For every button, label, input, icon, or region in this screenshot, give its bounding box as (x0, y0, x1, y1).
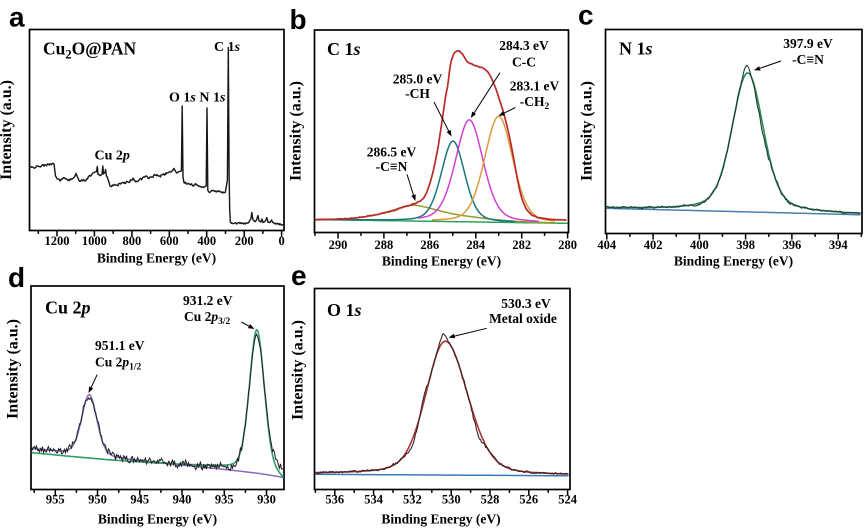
svg-text:286: 286 (420, 238, 439, 252)
svg-text:e: e (291, 260, 307, 291)
svg-text:402: 402 (644, 238, 663, 252)
svg-text:c: c (578, 0, 594, 31)
svg-text:394: 394 (829, 238, 849, 252)
svg-text:0: 0 (278, 234, 284, 248)
svg-text:Intensity (a.u.): Intensity (a.u.) (288, 81, 305, 181)
svg-text:935: 935 (215, 493, 234, 507)
svg-text:Binding Energy (eV): Binding Energy (eV) (98, 512, 217, 527)
svg-text:200: 200 (235, 234, 254, 248)
svg-text:286.5 eV: 286.5 eV (367, 145, 417, 160)
svg-text:Binding Energy (eV): Binding Energy (eV) (674, 254, 793, 269)
svg-text:1000: 1000 (82, 234, 107, 248)
svg-text:282: 282 (512, 238, 531, 252)
svg-text:O 1s N 1s: O 1s N 1s (169, 91, 226, 106)
svg-text:C-C: C-C (512, 55, 536, 70)
svg-text:955: 955 (46, 493, 65, 507)
svg-text:285.0 eV: 285.0 eV (393, 72, 443, 87)
svg-text:Binding Energy (eV): Binding Energy (eV) (381, 512, 500, 527)
svg-text:Intensity (a.u.): Intensity (a.u.) (579, 81, 596, 181)
svg-text:524: 524 (558, 493, 578, 507)
svg-text:398: 398 (736, 238, 755, 252)
svg-text:-CH2: -CH2 (520, 94, 550, 112)
svg-text:Metal oxide: Metal oxide (489, 311, 557, 326)
svg-text:N 1s: N 1s (619, 39, 653, 59)
svg-text:Cu 2p: Cu 2p (95, 149, 130, 164)
svg-text:Binding Energy (eV): Binding Energy (eV) (97, 251, 216, 266)
svg-text:-C≡N: -C≡N (376, 159, 408, 174)
svg-text:d: d (8, 262, 25, 293)
svg-text:290: 290 (329, 238, 348, 252)
svg-text:Cu2O@PAN: Cu2O@PAN (43, 39, 137, 62)
svg-text:283.1 eV: 283.1 eV (510, 79, 560, 94)
svg-text:-CH: -CH (405, 86, 430, 101)
svg-text:Intensity (a.u.): Intensity (a.u.) (5, 319, 22, 419)
svg-text:400: 400 (197, 234, 216, 248)
svg-text:940: 940 (173, 493, 192, 507)
svg-text:930: 930 (257, 493, 276, 507)
svg-text:C 1s: C 1s (327, 39, 361, 59)
svg-text:b: b (290, 4, 307, 35)
svg-text:280: 280 (558, 238, 577, 252)
svg-text:534: 534 (364, 493, 384, 507)
svg-text:951.1 eV: 951.1 eV (95, 338, 145, 353)
svg-text:284.3 eV: 284.3 eV (499, 38, 549, 53)
svg-text:1200: 1200 (45, 234, 70, 248)
svg-text:526: 526 (519, 493, 538, 507)
svg-text:C 1s: C 1s (214, 40, 241, 55)
svg-text:Intensity (a.u.): Intensity (a.u.) (0, 80, 15, 180)
svg-text:397.9 eV: 397.9 eV (783, 36, 833, 51)
svg-text:800: 800 (123, 234, 142, 248)
svg-text:284: 284 (466, 238, 486, 252)
svg-text:600: 600 (160, 234, 179, 248)
svg-text:a: a (9, 2, 25, 33)
svg-text:Intensity (a.u.): Intensity (a.u.) (290, 320, 307, 420)
svg-text:530: 530 (442, 493, 461, 507)
svg-text:Binding Energy (eV): Binding Energy (eV) (382, 254, 501, 269)
svg-text:O 1s: O 1s (327, 300, 362, 320)
svg-text:Cu 2p: Cu 2p (45, 298, 91, 318)
svg-text:532: 532 (403, 493, 422, 507)
svg-text:950: 950 (88, 493, 107, 507)
svg-text:530.3 eV: 530.3 eV (501, 296, 551, 311)
svg-text:931.2 eV: 931.2 eV (183, 293, 233, 308)
svg-text:396: 396 (783, 238, 802, 252)
svg-text:528: 528 (481, 493, 500, 507)
svg-text:536: 536 (325, 493, 344, 507)
svg-text:288: 288 (375, 238, 394, 252)
svg-text:945: 945 (130, 493, 149, 507)
svg-text:400: 400 (690, 238, 709, 252)
svg-text:404: 404 (597, 238, 617, 252)
svg-text:-C≡N: -C≡N (792, 52, 824, 67)
